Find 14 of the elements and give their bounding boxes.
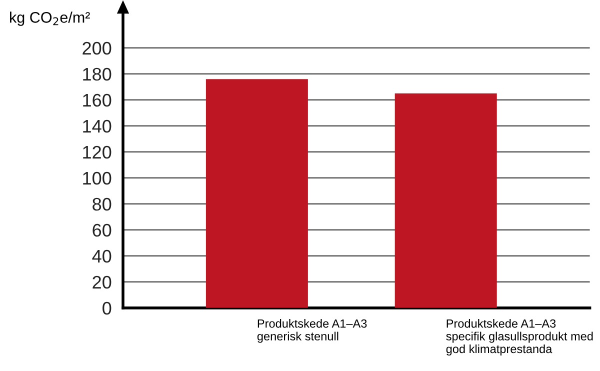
y-tick-label: 60 <box>92 224 112 237</box>
x-tick-label: Produktskede A1–A3 generisk stenull <box>257 319 367 343</box>
y-tick-label: 0 <box>102 302 112 315</box>
x-tick-label: Produktskede A1–A3 specifik glasullsprodukt med god klimatprestanda <box>446 319 593 356</box>
y-tick-label: 140 <box>83 120 112 133</box>
y-tick-label: 180 <box>83 68 112 81</box>
y-tick-label: 80 <box>92 198 112 211</box>
y-tick-label: 20 <box>92 276 112 289</box>
y-axis-title: kg CO$_{2}$e/m² <box>10 12 90 26</box>
y-tick-label: 160 <box>83 94 112 107</box>
y-tick-label: 40 <box>92 250 112 263</box>
y-tick-label: 200 <box>82 42 112 55</box>
y-tick-label: 100 <box>83 172 112 185</box>
y-tick-label: 120 <box>83 146 112 159</box>
